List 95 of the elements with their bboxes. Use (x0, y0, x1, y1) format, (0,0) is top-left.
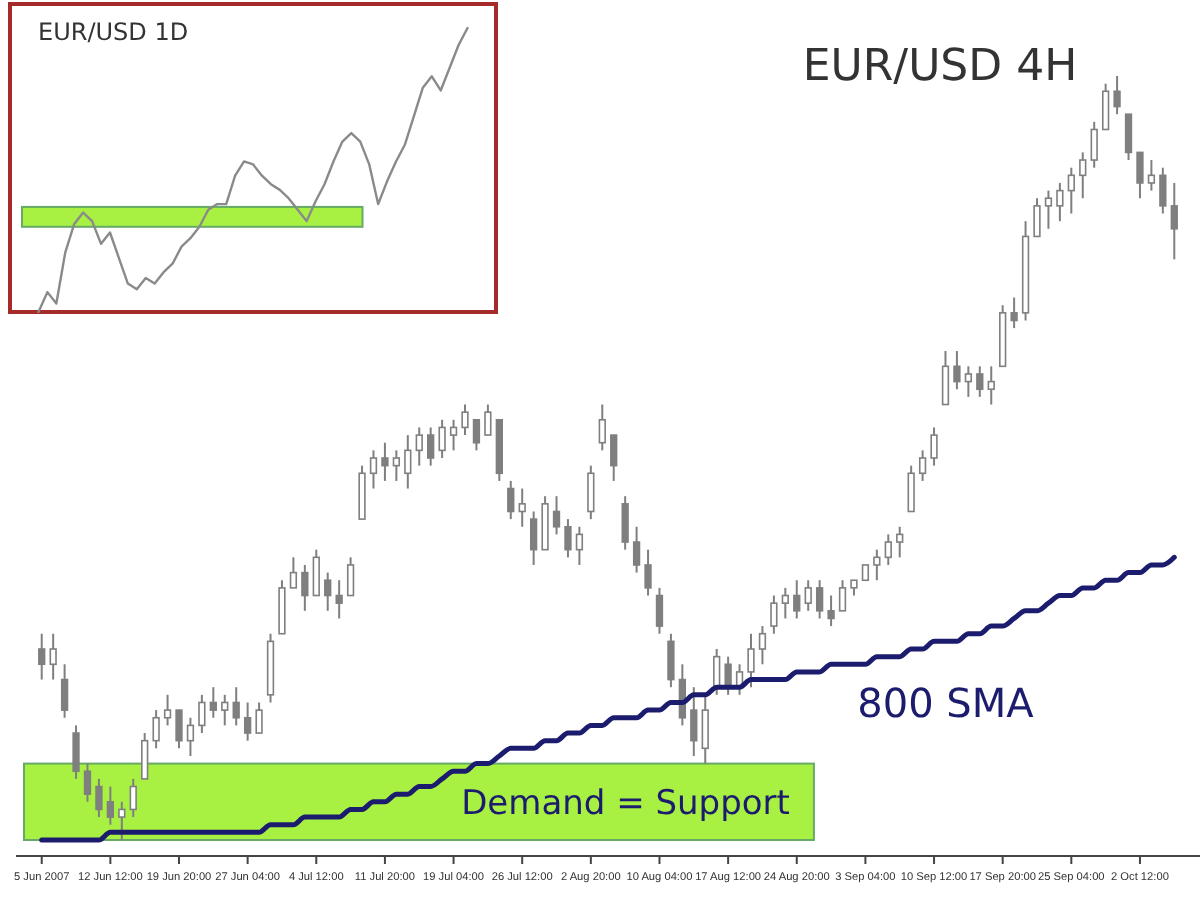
candlestick (770, 594, 778, 635)
candlestick (152, 709, 160, 750)
candlestick (930, 426, 938, 467)
candlestick (461, 403, 469, 437)
candlestick (644, 548, 652, 597)
candlestick (701, 693, 709, 765)
candlestick (1136, 151, 1144, 200)
candlestick (610, 434, 618, 482)
candlestick (278, 579, 286, 635)
candlestick (255, 701, 263, 735)
candlestick (793, 579, 801, 620)
candlestick (129, 777, 137, 819)
candlestick (815, 579, 824, 620)
candlestick (941, 350, 950, 406)
candlestick (449, 418, 458, 452)
candlestick (1067, 166, 1075, 215)
band-label: Demand = Support (461, 783, 791, 824)
candlestick (896, 525, 904, 559)
candlestick (758, 625, 767, 666)
candlestick (587, 464, 595, 521)
candlestick (232, 686, 240, 727)
candlestick (1159, 166, 1167, 215)
candlestick (472, 418, 481, 452)
candlestick (186, 716, 195, 757)
candlestick (632, 525, 641, 574)
candlestick (369, 449, 378, 490)
candlestick (415, 426, 423, 467)
candlestick (427, 426, 435, 467)
candlestick (541, 495, 549, 551)
candlestick (175, 709, 183, 750)
candlestick (438, 418, 446, 459)
candlestick (49, 632, 57, 681)
candlestick (209, 686, 217, 719)
candlestick (724, 655, 732, 696)
candlestick (1033, 197, 1041, 238)
candlestick (392, 449, 401, 482)
candlestick (1044, 189, 1053, 230)
candlestick (1147, 159, 1156, 192)
candlestick (198, 693, 206, 735)
candlestick (747, 632, 755, 689)
candlestick (381, 441, 389, 482)
candlestick (529, 510, 538, 566)
candlestick (873, 548, 881, 582)
candlestick (621, 495, 629, 551)
candlestick (518, 487, 526, 528)
candlestick (1124, 113, 1133, 162)
candlestick (1113, 75, 1121, 116)
candlestick (404, 434, 412, 490)
candlestick (564, 518, 572, 559)
chart-title: EUR/USD 4H (802, 42, 1078, 92)
candlestick (827, 594, 835, 628)
candlestick (838, 579, 847, 612)
candlestick (575, 525, 584, 566)
candlestick (976, 365, 984, 398)
candlestick (918, 449, 927, 482)
candlestick (106, 785, 115, 826)
candlestick (598, 403, 606, 452)
candlestick (690, 686, 698, 757)
candlestick (38, 632, 46, 681)
candlestick (163, 693, 172, 727)
candlestick (1090, 120, 1098, 169)
candlestick (118, 800, 126, 841)
candlestick (301, 563, 309, 612)
candlestick (83, 762, 92, 803)
candlestick (1056, 181, 1064, 223)
candlestick (221, 693, 229, 727)
candlestick (243, 701, 252, 742)
candlestick (1101, 82, 1110, 131)
candlestick (964, 365, 973, 398)
series-label: 800 SMA (857, 679, 1035, 728)
candlestick (884, 533, 892, 566)
candlestick (324, 571, 332, 612)
candlestick (60, 663, 69, 719)
candlestick (141, 732, 149, 780)
candlestick (655, 586, 664, 635)
candlestick (1010, 296, 1018, 330)
candlestick (907, 464, 915, 513)
candlestick (289, 556, 298, 589)
candlestick (346, 556, 355, 597)
candlestick (781, 586, 789, 620)
candlestick (552, 495, 561, 536)
candlestick (358, 464, 366, 521)
candlestick (1170, 181, 1178, 261)
chart-title: EUR/USD 1D (38, 18, 189, 46)
candlestick (72, 724, 80, 780)
candlestick (987, 365, 995, 406)
candlestick (484, 403, 492, 437)
candlestick (507, 479, 515, 521)
candlestick (1079, 151, 1087, 200)
candlestick (804, 579, 812, 612)
candlestick (667, 632, 675, 689)
candlestick (312, 548, 320, 597)
candlestick (95, 777, 103, 819)
candlestick (335, 579, 343, 620)
candlestick (953, 350, 961, 391)
